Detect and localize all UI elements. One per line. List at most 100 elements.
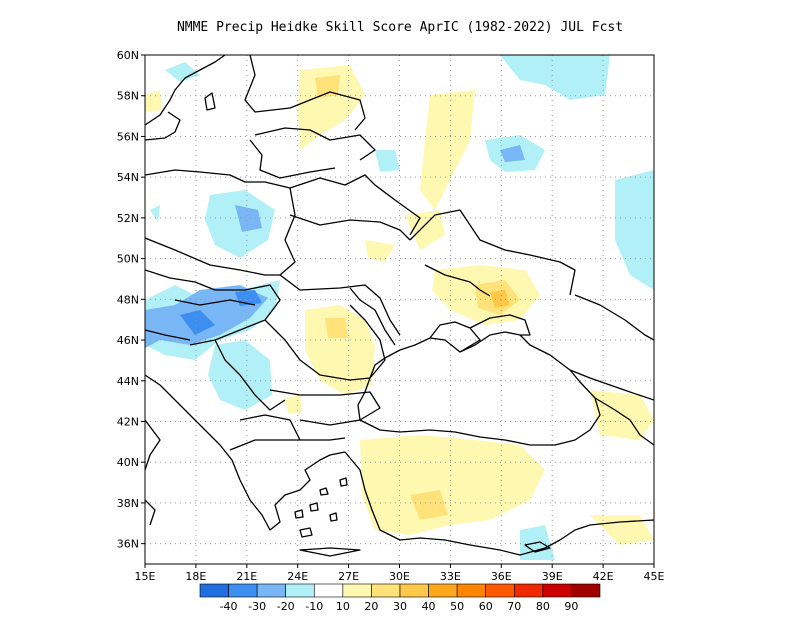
border-slovenia [145,329,191,341]
y-tick-label: 46N [117,334,139,347]
shade-cyan-region [500,55,610,100]
coastline-scandinavia [145,55,226,126]
border-poland-north [145,169,291,189]
border-central-europe [145,269,281,346]
border-ukraine-azov [424,264,491,297]
shade-cyan-region [150,205,160,222]
colorbar-label: 90 [564,600,578,613]
colorbar-swatch [428,583,458,598]
coastline-gotland [204,92,216,111]
y-axis-ticks: 36N 38N 40N 42N 44N 46N 48N 50N 52N 54N 56N 58N 60N [117,49,145,551]
shade-yellow-region [410,490,448,520]
colorbar-label: 80 [536,600,550,613]
coastline-crete [299,547,361,557]
shade-cyan-region [375,150,400,172]
shade-lightyellow-region [405,210,445,250]
colorbar-swatch [456,583,487,598]
colorbar-swatch [342,583,372,598]
y-tick-label: 50N [117,253,139,266]
y-tick-label: 44N [117,375,139,388]
shade-lightyellow-region [360,435,545,535]
coastline-black-sea [357,331,601,446]
x-tick-label: 15E [135,570,156,583]
coastline-italy [145,419,161,471]
shade-cyan-region [615,170,654,290]
colorbar-swatch [542,583,572,598]
border-ukraine-south [279,274,401,336]
shade-lightyellow-region [145,90,162,112]
coastline-baltic-east [249,139,336,179]
border-belarus [289,174,421,236]
colorbar-label: 40 [422,600,436,613]
colorbar-swatch [371,583,401,598]
coastline-turkey-west [344,451,561,556]
colorbar-label: -40 [220,600,238,613]
x-tick-label: 24E [287,570,308,583]
colorbar-label: 60 [479,600,493,613]
coastline-finland [244,55,366,131]
colorbar-swatch [485,583,515,598]
shade-blue-region [235,205,262,232]
colorbar-label: -20 [277,600,295,613]
aegean-island [329,512,338,522]
colorbar-swatch [199,583,229,598]
y-tick-label: 58N [117,90,139,103]
aegean-island [319,487,329,496]
x-tick-label: 18E [185,570,206,583]
shade-blue-region [500,145,525,162]
y-tick-label: 36N [117,538,139,551]
shade-darkblue-region [180,310,215,335]
border-hungary [174,299,256,306]
colorbar-swatch [256,583,287,598]
colorbar-swatch [513,583,544,598]
colorbar-swatch [571,583,601,598]
border-greece-north [229,437,346,451]
colorbar-swatch [399,583,429,598]
border-romania [264,304,386,381]
shade-lightyellow-region [298,65,365,150]
aegean-island [294,509,304,519]
shade-lightyellow-region [590,515,654,545]
border-belarus-south [289,214,411,241]
aegean-island [339,477,348,487]
shade-cyan-region [165,62,200,82]
shade-lightyellow-region [305,305,375,395]
colorbar-label: 50 [450,600,464,613]
aegean-island [309,502,319,512]
colorbar-label: 20 [364,600,378,613]
x-tick-label: 39E [542,570,563,583]
colorbar-swatch [313,583,344,598]
map-title: NMME Precip Heidke Skill Score AprIC (19… [176,20,624,35]
coastline-adriatic [145,374,241,481]
colorbar: -40 -30 -20 -10 10 20 30 40 50 60 70 80 90 [199,583,601,613]
country-borders [145,55,654,557]
colorbar-label: 30 [393,600,407,613]
y-tick-label: 48N [117,293,139,306]
y-tick-label: 42N [117,415,139,428]
x-tick-label: 27E [338,570,359,583]
border-poland-south [145,237,280,276]
border-baltics [254,127,376,161]
y-tick-label: 40N [117,456,139,469]
aegean-island [299,527,313,538]
border-caucasus-north [574,294,654,341]
border-caucasus [569,369,654,401]
y-tick-label: 56N [117,130,139,143]
border-moldova [349,287,396,346]
border-russia-ukraine [409,209,576,296]
shade-yellow-region [315,75,340,98]
coastline-italy-south [145,499,156,526]
shade-lightyellow-region [285,395,302,414]
x-tick-label: 30E [389,570,410,583]
colorbar-label: 10 [336,600,350,613]
shade-lightyellow-region [420,90,475,210]
x-tick-label: 42E [593,570,614,583]
x-tick-label: 45E [644,570,665,583]
border-bulgaria [269,389,381,426]
border-poland-east [279,187,296,276]
coastline-greece [239,451,346,531]
coastline-cyprus [524,541,551,553]
colorbar-label: 70 [507,600,521,613]
coastline-azov [469,314,531,336]
